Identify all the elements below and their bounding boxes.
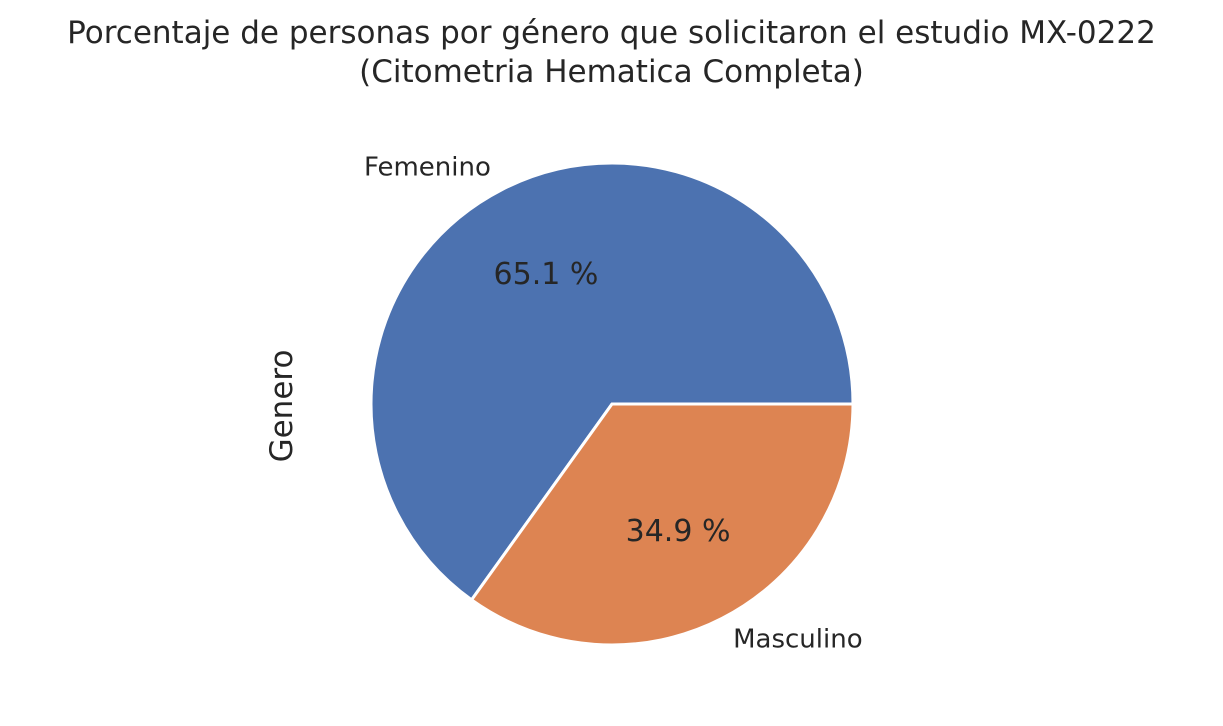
pie-slice-femenino (369, 161, 855, 602)
chart-title: Porcentaje de personas por género que so… (0, 14, 1223, 92)
percent-label-masculino: 34.9 % (626, 514, 731, 549)
chart-title-line1: Porcentaje de personas por género que so… (67, 15, 1156, 51)
chart-subtitle: (Citometria Hematica Completa) (359, 54, 864, 90)
pie-labels: Femenino 65.1 % Masculino 34.9 % (364, 153, 863, 655)
category-label-masculino: Masculino (733, 624, 863, 654)
pie-slices (369, 161, 855, 647)
category-label-femenino: Femenino (364, 153, 491, 183)
y-axis-label: Genero (264, 350, 300, 463)
pie-slice-masculino (470, 402, 855, 647)
percent-label-femenino: 65.1 % (494, 257, 599, 292)
